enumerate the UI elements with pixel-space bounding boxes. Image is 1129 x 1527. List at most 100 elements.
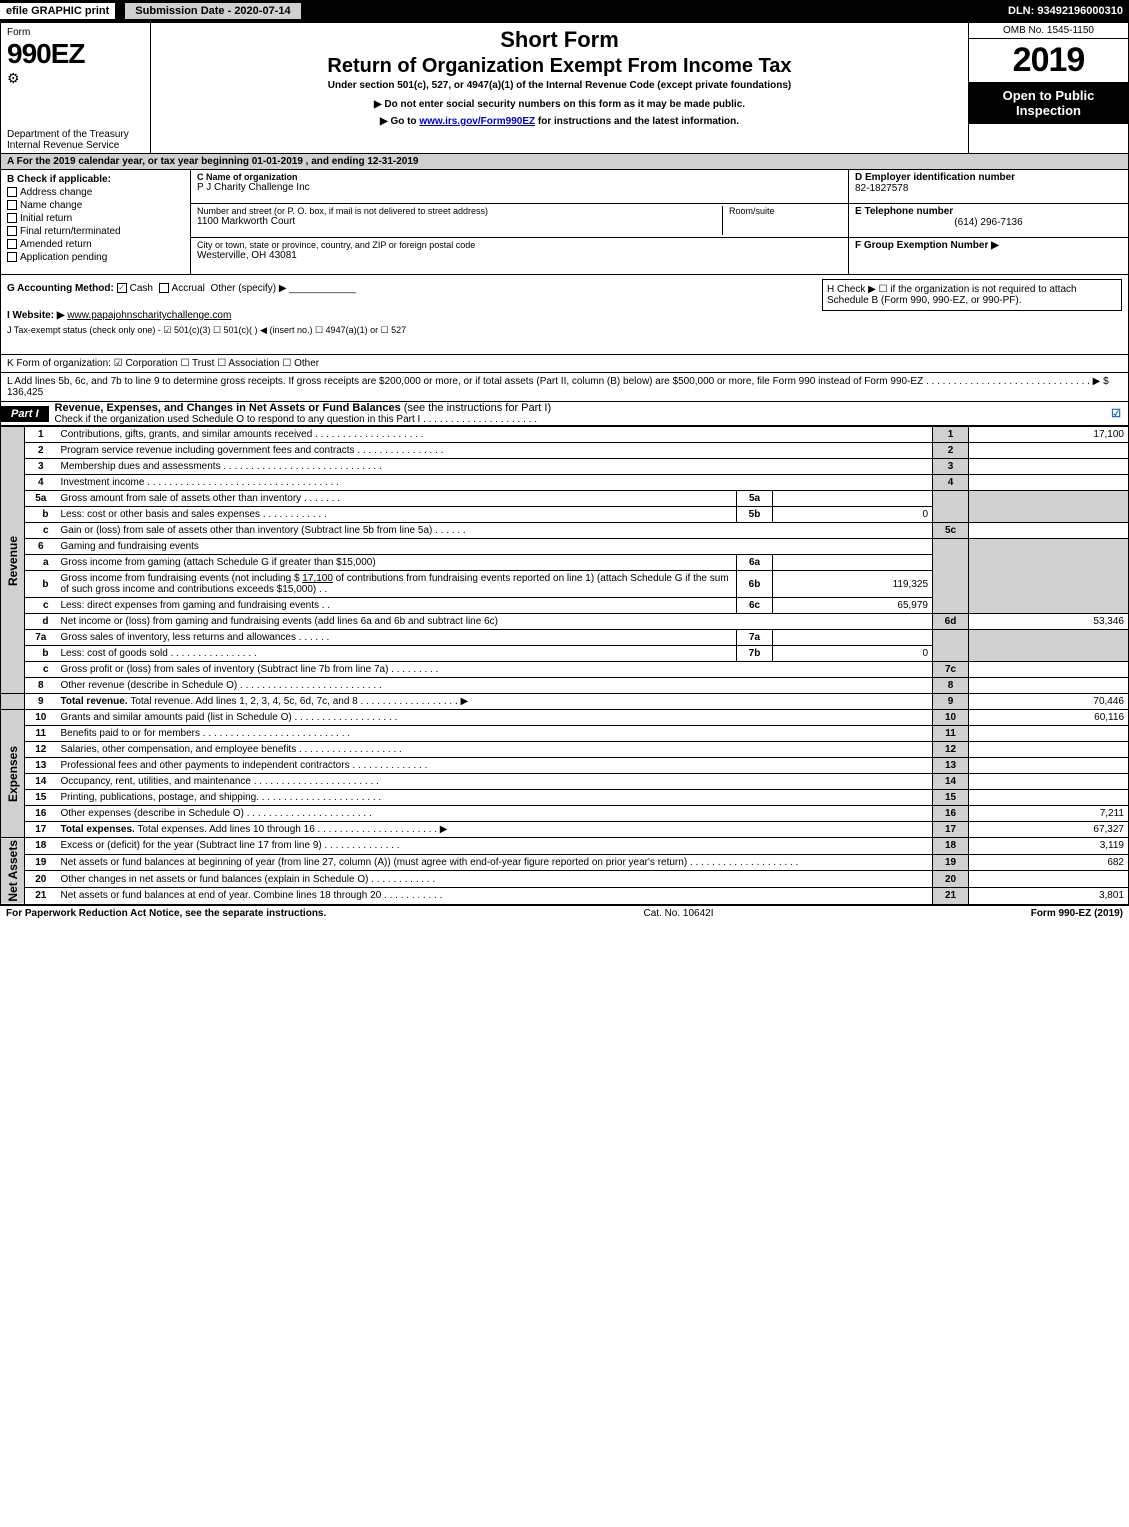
website[interactable]: www.papajohnscharitychallenge.com [67,310,231,321]
tax-year-row: A For the 2019 calendar year, or tax yea… [0,154,1129,170]
irs-link[interactable]: www.irs.gov/Form990EZ [419,116,535,127]
line7a-no: 7a [25,630,57,646]
line6c-desc: Less: direct expenses from gaming and fu… [57,598,737,614]
part1-check[interactable]: ☑ [1104,407,1128,420]
line12-val [969,742,1129,758]
part1-sub: Check if the organization used Schedule … [55,414,1104,425]
line10-val: 60,116 [969,710,1129,726]
line21-desc: Net assets or fund balances at end of ye… [57,887,933,904]
chk-pending[interactable]: Application pending [7,252,184,263]
line5b-desc: Less: cost or other basis and sales expe… [57,507,737,523]
line5b-ival: 0 [773,507,933,523]
line7a-ino: 7a [737,630,773,646]
form-number: 990EZ [7,38,144,70]
line4-val [969,475,1129,491]
rev-spacer [1,694,25,710]
line14-rno: 14 [933,774,969,790]
part1-header: Part I Revenue, Expenses, and Changes in… [0,402,1129,426]
line7c-val [969,662,1129,678]
ein: 82-1827578 [855,183,1122,194]
line20-val [969,871,1129,888]
dln: DLN: 93492196000310 [1008,5,1129,17]
chk-accrual[interactable] [159,283,169,293]
line11-no: 11 [25,726,57,742]
f-label: F Group Exemption Number ▶ [855,240,1122,251]
chk-address[interactable]: Address change [7,187,184,198]
line13-desc: Professional fees and other payments to … [57,758,933,774]
form-label: Form [7,27,144,38]
accounting-row: H Check ▶ ☐ if the organization is not r… [0,275,1129,355]
line19-desc: Net assets or fund balances at beginning… [57,854,933,871]
form-ref: Form 990-EZ (2019) [1031,908,1123,919]
line6c-ival: 65,979 [773,598,933,614]
line6a-ino: 6a [737,555,773,571]
efile-label[interactable]: efile GRAPHIC print [0,3,115,19]
org-address: 1100 Markworth Court [197,216,722,227]
chk-name[interactable]: Name change [7,200,184,211]
city-label: City or town, state or province, country… [197,240,842,250]
line20-rno: 20 [933,871,969,888]
line6d-rno: 6d [933,614,969,630]
chk-final[interactable]: Final return/terminated [7,226,184,237]
line18-rno: 18 [933,838,969,855]
line3-no: 3 [25,459,57,475]
chk-amended[interactable]: Amended return [7,239,184,250]
line17-desc: Total expenses. Total expenses. Add line… [57,822,933,838]
paperwork-notice: For Paperwork Reduction Act Notice, see … [6,908,326,919]
ssn-warning: ▶ Do not enter social security numbers o… [155,99,964,110]
line6b-ino: 6b [737,571,773,598]
entity-block: B Check if applicable: Address change Na… [0,170,1129,275]
line6a-no: a [25,555,57,571]
line5c-rno: 5c [933,523,969,539]
short-form-title: Short Form [155,27,964,53]
line7b-no: b [25,646,57,662]
line11-desc: Benefits paid to or for members . . . . … [57,726,933,742]
org-city: Westerville, OH 43081 [197,250,842,261]
ein-phone-column: D Employer identification number 82-1827… [848,170,1128,274]
line4-no: 4 [25,475,57,491]
line8-desc: Other revenue (describe in Schedule O) .… [57,678,933,694]
line2-no: 2 [25,443,57,459]
line5b-no: b [25,507,57,523]
line6c-no: c [25,598,57,614]
line9-no: 9 [25,694,57,710]
org-name: P J Charity Challenge Inc [197,182,842,193]
part1-table: Revenue 1 Contributions, gifts, grants, … [0,426,1129,905]
page-footer: For Paperwork Reduction Act Notice, see … [0,905,1129,921]
line16-val: 7,211 [969,806,1129,822]
top-bar: efile GRAPHIC print Submission Date - 20… [0,0,1129,22]
line8-rno: 8 [933,678,969,694]
line6c-ino: 6c [737,598,773,614]
chk-initial[interactable]: Initial return [7,213,184,224]
line14-desc: Occupancy, rent, utilities, and maintena… [57,774,933,790]
expenses-label: Expenses [1,710,25,838]
line13-val [969,758,1129,774]
line12-rno: 12 [933,742,969,758]
line21-no: 21 [25,887,57,904]
open-to-public: Open to Public Inspection [969,82,1128,124]
tax-year: 2019 [969,39,1128,82]
chk-cash[interactable]: ✓ [117,283,127,293]
line5c-desc: Gain or (loss) from sale of assets other… [57,523,933,539]
line5c-val [969,523,1129,539]
line11-val [969,726,1129,742]
line19-rno: 19 [933,854,969,871]
line13-rno: 13 [933,758,969,774]
line6b-ival: 119,325 [773,571,933,598]
grey6v [969,539,1129,614]
line8-val [969,678,1129,694]
grey5 [933,491,969,523]
line1-no: 1 [25,427,57,443]
b-label: B Check if applicable: [7,174,184,185]
line4-rno: 4 [933,475,969,491]
line6b-desc: Gross income from fundraising events (no… [57,571,737,598]
h-box: H Check ▶ ☐ if the organization is not r… [822,279,1122,311]
line17-no: 17 [25,822,57,838]
line17-val: 67,327 [969,822,1129,838]
grey7v [969,630,1129,662]
line16-desc: Other expenses (describe in Schedule O) … [57,806,933,822]
line5a-desc: Gross amount from sale of assets other t… [57,491,737,507]
submission-date: Submission Date - 2020-07-14 [125,3,300,19]
line9-val: 70,446 [969,694,1129,710]
line21-rno: 21 [933,887,969,904]
